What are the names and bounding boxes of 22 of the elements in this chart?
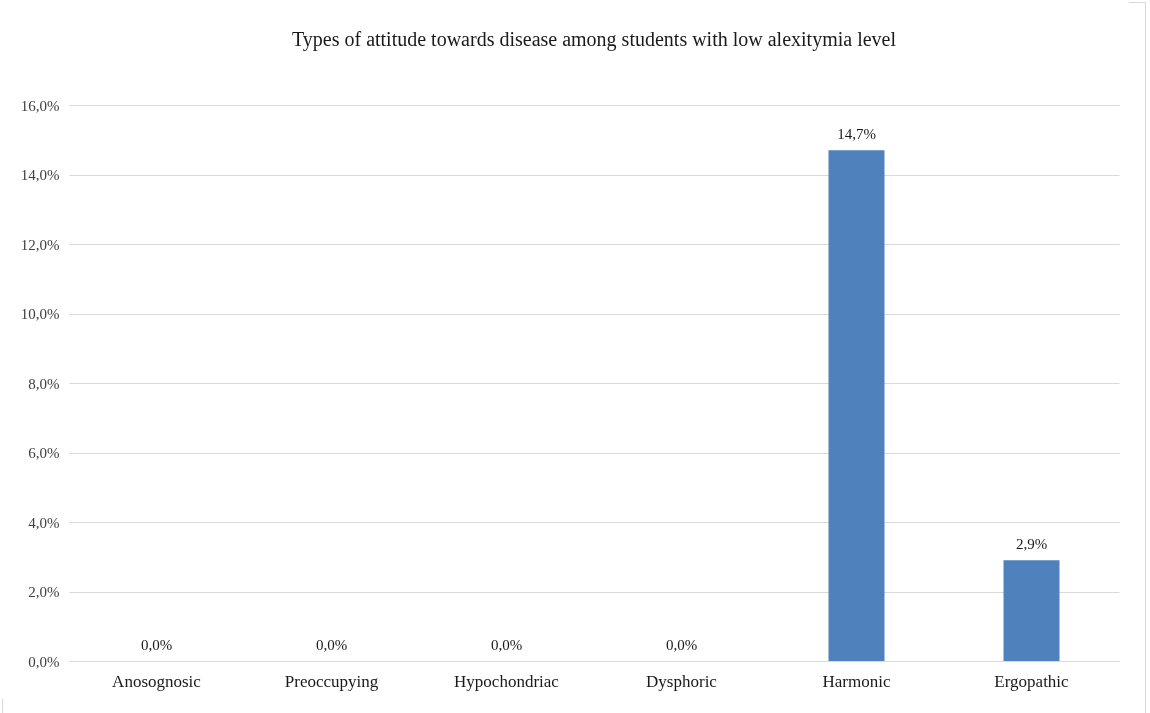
y-tick-label: 6,0% — [28, 445, 60, 461]
data-label: 0,0% — [140, 637, 173, 653]
data-label: 0,0% — [490, 637, 523, 653]
y-tick-label: 2,0% — [28, 584, 60, 600]
x-tick-label: Hypochondriac — [454, 671, 560, 691]
y-tick-label: 8,0% — [28, 375, 60, 392]
chart-title: Types of attitude towards disease among students with low alexitymia level — [291, 28, 897, 51]
x-tick-label: Ergopathic — [994, 671, 1070, 691]
data-label: 2,9% — [1015, 536, 1048, 553]
x-tick-label: Anosognosic — [112, 671, 202, 691]
x-tick-label: Preoccupying — [284, 671, 379, 691]
y-tick-label: 10,0% — [20, 306, 60, 322]
x-tick-label: Harmonic — [822, 671, 891, 691]
y-tick-label: 14,0% — [20, 167, 60, 183]
y-tick-label: 12,0% — [20, 236, 60, 253]
data-label: 0,0% — [665, 637, 698, 653]
data-label: 0,0% — [315, 637, 348, 653]
y-tick-label: 4,0% — [28, 514, 60, 531]
x-tick-label: Dysphoric — [646, 671, 718, 691]
data-label: 14,7% — [837, 126, 876, 143]
y-tick-label: 16,0% — [20, 97, 60, 114]
y-tick-label: 0,0% — [28, 653, 60, 670]
